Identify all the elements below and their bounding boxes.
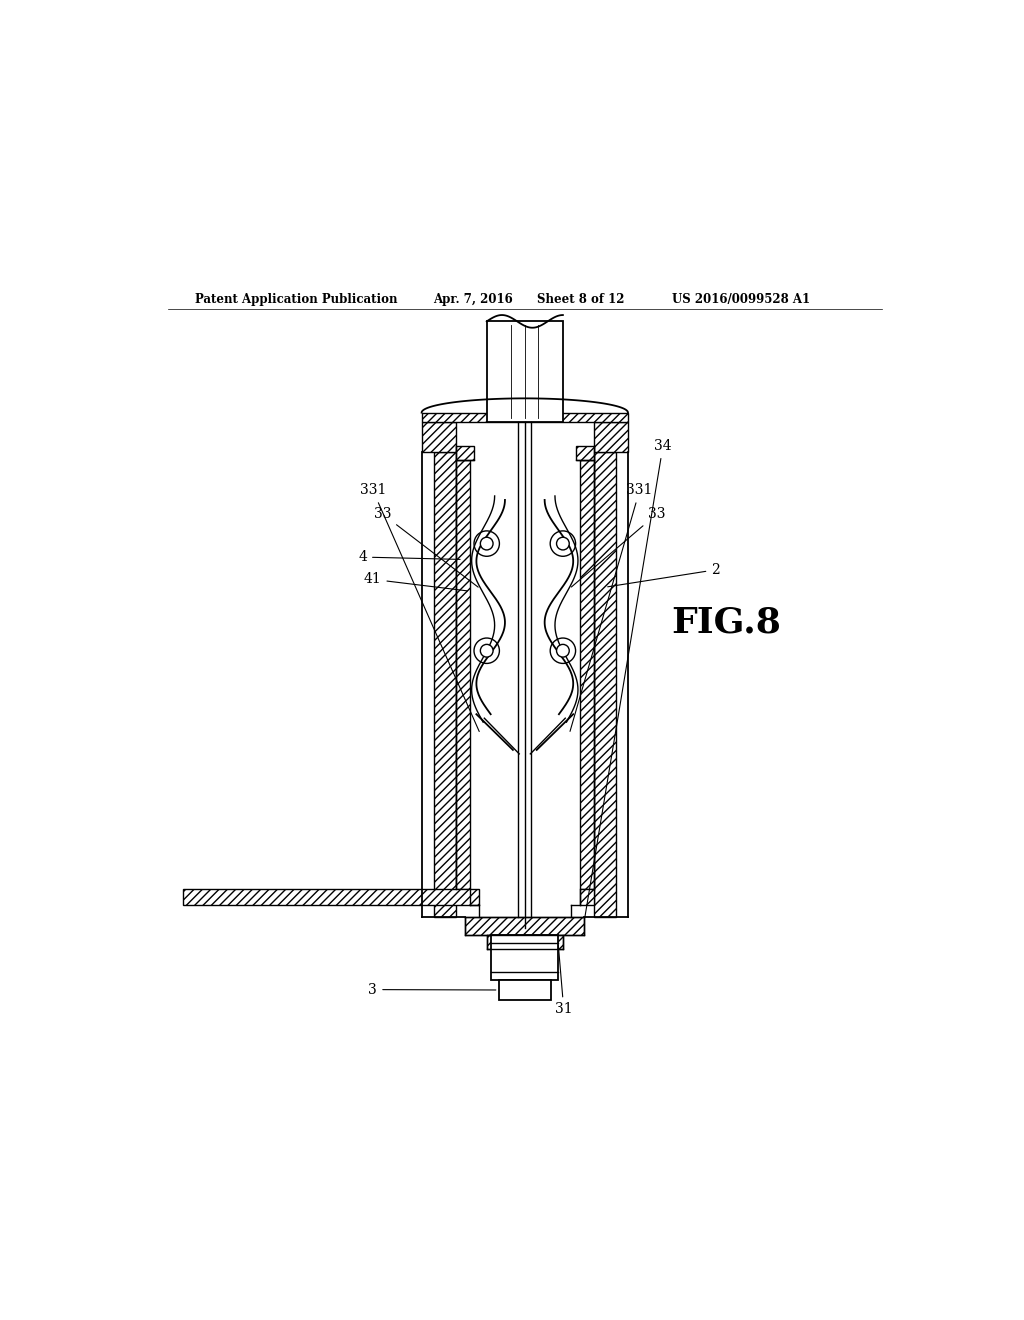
Bar	[456, 461, 470, 888]
Circle shape	[550, 531, 575, 556]
Text: Sheet 8 of 12: Sheet 8 of 12	[537, 293, 625, 306]
Text: 331: 331	[359, 483, 479, 731]
Text: Apr. 7, 2016: Apr. 7, 2016	[433, 293, 513, 306]
Bar	[465, 916, 585, 935]
Circle shape	[480, 644, 494, 657]
Text: US 2016/0099528 A1: US 2016/0099528 A1	[672, 293, 810, 306]
Text: Patent Application Publication: Patent Application Publication	[196, 293, 398, 306]
Text: 41: 41	[364, 573, 467, 591]
Bar	[456, 446, 474, 461]
Text: 34: 34	[585, 440, 672, 917]
Bar	[422, 413, 628, 422]
Text: 331: 331	[570, 483, 652, 731]
Bar	[499, 979, 551, 1001]
Bar	[594, 422, 628, 453]
Bar	[594, 453, 616, 916]
Text: 4: 4	[358, 550, 460, 564]
Circle shape	[557, 644, 569, 657]
Bar	[433, 453, 456, 916]
Bar	[492, 935, 558, 979]
Text: 31: 31	[555, 945, 572, 1016]
Text: 2: 2	[607, 562, 720, 587]
Bar	[422, 422, 456, 453]
Text: 3: 3	[369, 982, 496, 997]
Bar	[182, 888, 479, 904]
Circle shape	[557, 537, 569, 550]
Text: FIG.8: FIG.8	[672, 606, 781, 640]
Text: 33: 33	[571, 507, 666, 587]
Circle shape	[480, 537, 494, 550]
Text: 33: 33	[374, 507, 478, 587]
Bar	[580, 461, 594, 888]
Circle shape	[550, 638, 575, 664]
Bar	[575, 446, 594, 461]
Bar	[580, 888, 594, 904]
Circle shape	[474, 531, 500, 556]
Bar	[486, 935, 563, 949]
Circle shape	[474, 638, 500, 664]
Bar	[486, 321, 563, 422]
